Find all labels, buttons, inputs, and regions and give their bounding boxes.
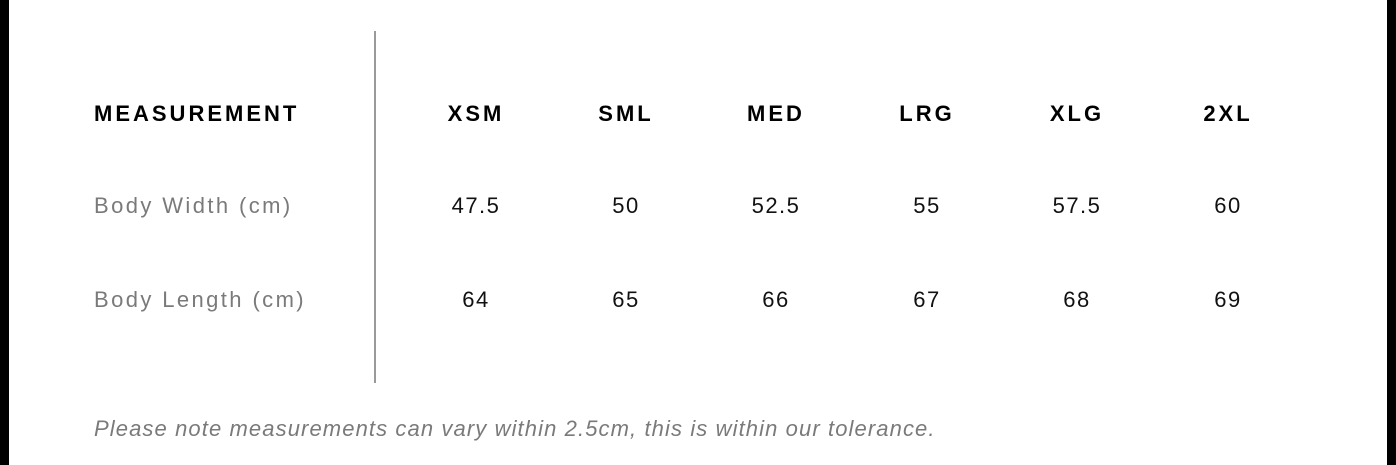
size-chart-panel [9,0,1387,465]
table-cell: 47.5 [451,193,501,218]
header-measurement: MEASUREMENT [94,101,300,126]
table-cell: 50 [612,193,640,218]
header-size: MED [747,101,805,126]
table-cell: 67 [913,287,941,312]
tolerance-note: Please note measurements can vary within… [94,416,936,441]
table-cell: 65 [612,287,640,312]
header-size: 2XL [1203,101,1253,126]
table-cell: 52.5 [751,193,801,218]
table-cell: 57.5 [1052,193,1102,218]
table-cell: 55 [913,193,941,218]
row-label: Body Width (cm) [94,193,293,218]
table-cell: 66 [762,287,790,312]
table-cell: 60 [1214,193,1242,218]
row-label: Body Length (cm) [94,287,307,312]
header-size: SML [598,101,654,126]
column-divider [374,31,376,383]
header-size: XLG [1049,101,1105,126]
table-cell: 64 [462,287,490,312]
header-size: LRG [899,101,955,126]
header-size: XSM [447,101,505,126]
table-cell: 69 [1214,287,1242,312]
table-cell: 68 [1063,287,1091,312]
